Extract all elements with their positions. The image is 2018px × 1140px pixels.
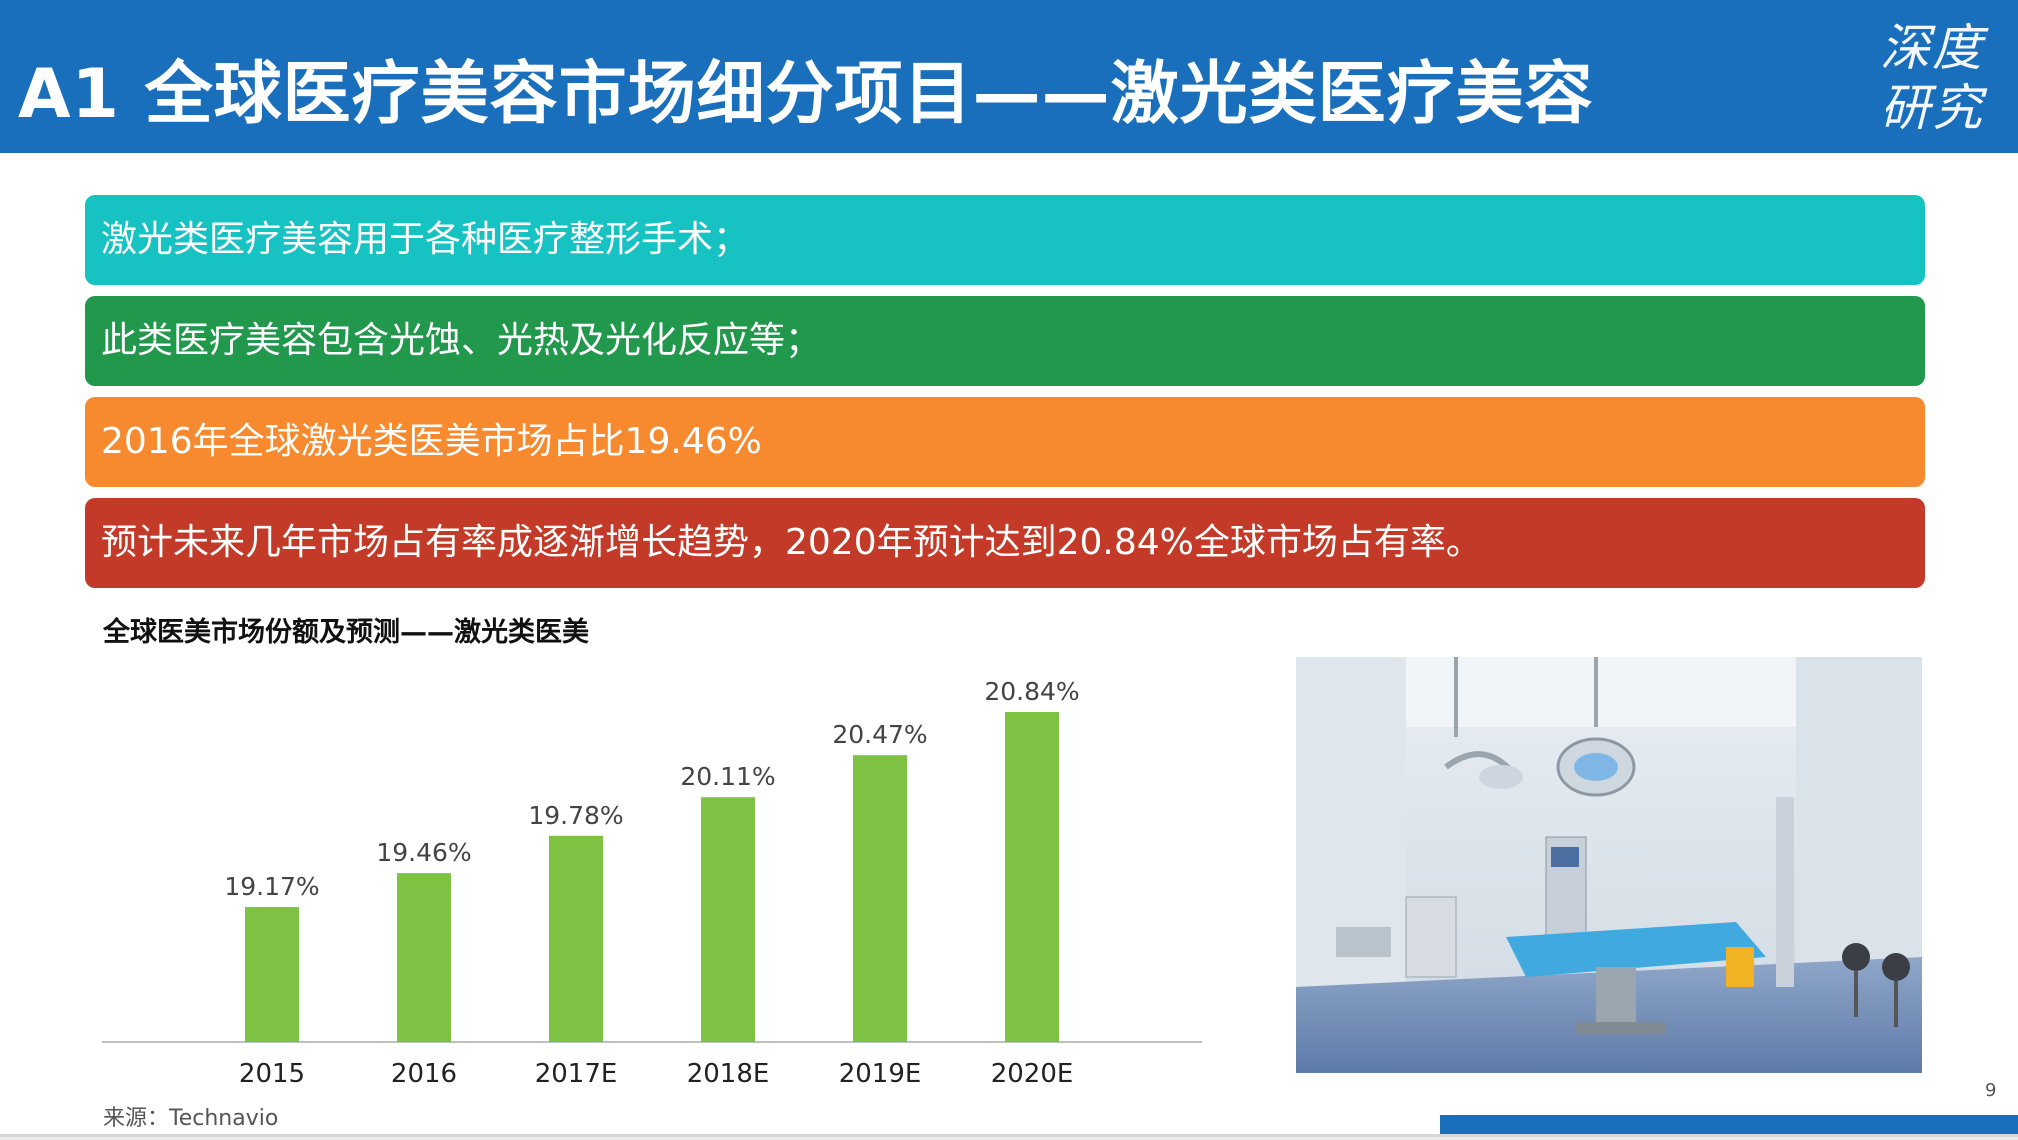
x-tick-label-2019E: 2019E	[839, 1059, 922, 1089]
header-band: A1 全球医疗美容市场细分项目——激光类医疗美容 深度 研究	[0, 0, 2018, 153]
point-bar-3: 2016年全球激光类医美市场占比19.46%	[85, 397, 1925, 487]
x-tick-label-2020E: 2020E	[991, 1059, 1074, 1089]
bar-2020E	[1005, 712, 1059, 1042]
data-label-2019E: 20.47%	[832, 720, 927, 749]
page-title: A1 全球医疗美容市场细分项目——激光类医疗美容	[18, 55, 1594, 134]
bar-2019E	[853, 755, 907, 1042]
x-tick-label-2018E: 2018E	[687, 1059, 770, 1089]
point-bar-2: 此类医疗美容包含光蚀、光热及光化反应等；	[85, 296, 1925, 386]
bar-chart: 19.17% 2015 19.46% 2016 19.78% 2017E 20.11% 201…	[102, 677, 1202, 1089]
data-label-2017E: 19.78%	[528, 801, 623, 830]
bar-2018E	[701, 797, 755, 1042]
x-tick-label-2015: 2015	[239, 1059, 305, 1089]
point-bar-4: 预计未来几年市场占有率成逐渐增长趋势，2020年预计达到20.84%全球市场占有…	[85, 498, 1925, 588]
bar-2015	[245, 907, 299, 1042]
logo-line-1: 深度	[1880, 19, 1984, 77]
chart-title: 全球医美市场份额及预测——激光类医美	[103, 617, 589, 648]
data-label-2018E: 20.11%	[680, 762, 775, 791]
bar-2016	[397, 873, 451, 1042]
x-tick-label-2017E: 2017E	[535, 1059, 618, 1089]
point-bar-1: 激光类医疗美容用于各种医疗整形手术；	[85, 195, 1925, 285]
brand-logo: 深度 研究	[1880, 18, 2002, 138]
data-label-2020E: 20.84%	[984, 677, 1079, 706]
x-tick-label-2016: 2016	[391, 1059, 457, 1089]
page-number: 9	[1985, 1080, 1997, 1101]
operating-room-photo	[1296, 657, 1922, 1073]
source-note: 来源：Technavio	[103, 1106, 279, 1131]
data-label-2015: 19.17%	[224, 872, 319, 901]
footer-band	[1440, 1115, 2018, 1134]
data-label-2016: 19.46%	[376, 838, 471, 867]
logo-line-2: 研究	[1880, 79, 1984, 137]
bar-2017E	[549, 835, 603, 1042]
